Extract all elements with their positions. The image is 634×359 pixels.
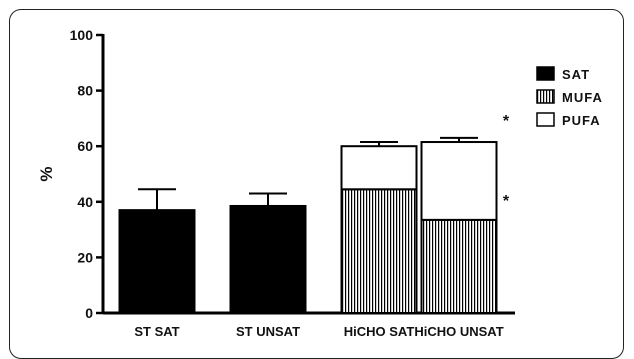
- bar-sat: [229, 204, 307, 314]
- x-tick-label: ST UNSAT: [236, 324, 300, 339]
- significance-asterisk: *: [503, 113, 510, 130]
- significance-asterisk: *: [503, 193, 510, 210]
- y-tick-label: 100: [70, 27, 94, 43]
- legend-label-mufa: MUFA: [562, 90, 603, 105]
- legend-swatch-sat: [536, 66, 555, 81]
- y-tick-label: 40: [77, 194, 93, 210]
- x-tick-label: ST SAT: [134, 324, 179, 339]
- bar-pufa: [340, 145, 418, 191]
- x-tick-label: HiCHO SAT: [344, 324, 415, 339]
- bar-pufa: [420, 141, 498, 221]
- legend-label-pufa: PUFA: [562, 113, 601, 128]
- x-tick-label: HiCHO UNSAT: [414, 324, 503, 339]
- y-tick-label: 80: [77, 83, 93, 99]
- chart: 0 20 40 60 80 100% ST SAT ST UNSAT HiCHO SAT HiCH…: [37, 27, 603, 339]
- bar-mufa: [420, 218, 498, 314]
- y-tick-label: 20: [77, 249, 93, 265]
- y-tick-label: 60: [77, 138, 93, 154]
- bar-sat: [118, 209, 196, 314]
- bar-mufa: [340, 188, 418, 314]
- legend-swatch-pufa: [536, 112, 555, 127]
- y-tick-label: 0: [85, 305, 93, 321]
- legend-swatch-mufa: [536, 89, 555, 104]
- legend-label-sat: SAT: [562, 67, 590, 82]
- y-axis-label: %: [37, 166, 56, 181]
